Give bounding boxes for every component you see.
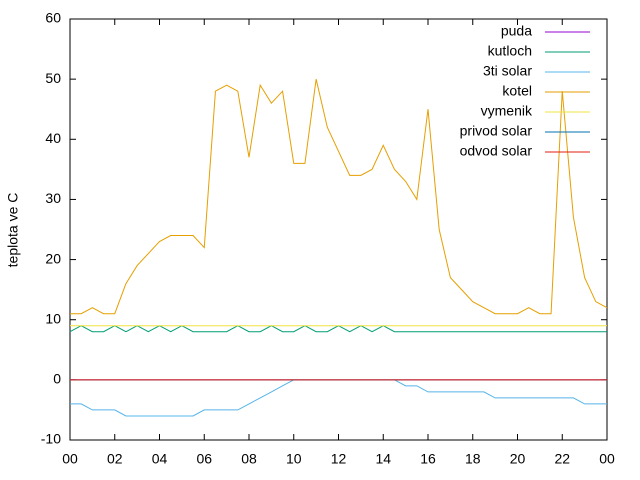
x-tick-label: 10 <box>286 451 302 467</box>
x-tick-label: 14 <box>375 451 391 467</box>
y-tick-label: 20 <box>45 250 61 266</box>
y-tick-label: 60 <box>45 10 61 26</box>
y-tick-label: 50 <box>45 70 61 86</box>
legend-label: kotel <box>502 83 532 99</box>
y-tick-label: 40 <box>45 130 61 146</box>
y-tick-label: 10 <box>45 310 61 326</box>
y-tick-label: 30 <box>45 190 61 206</box>
y-axis-label: teplota ve C <box>5 193 21 268</box>
x-tick-label: 04 <box>152 451 168 467</box>
y-tick-label: 0 <box>53 371 61 387</box>
x-tick-label: 12 <box>331 451 347 467</box>
x-tick-label: 00 <box>599 451 615 467</box>
y-tick-label: -10 <box>41 431 61 447</box>
x-tick-label: 02 <box>107 451 123 467</box>
x-tick-label: 06 <box>196 451 212 467</box>
x-tick-label: 08 <box>241 451 257 467</box>
series-line <box>70 79 608 315</box>
legend-label: vymenik <box>481 103 533 119</box>
legend-label: 3ti solar <box>483 63 532 79</box>
x-tick-label: 00 <box>62 451 78 467</box>
x-tick-label: 20 <box>510 451 526 467</box>
x-tick-label: 22 <box>554 451 570 467</box>
x-tick-label: 16 <box>420 451 436 467</box>
series-line <box>70 379 607 417</box>
legend-label: odvod solar <box>460 143 533 159</box>
legend-label: privod solar <box>460 123 533 139</box>
series-line <box>69 325 607 333</box>
x-tick-label: 18 <box>465 451 481 467</box>
legend-label: kutloch <box>488 43 532 59</box>
legend-label: puda <box>501 23 532 39</box>
